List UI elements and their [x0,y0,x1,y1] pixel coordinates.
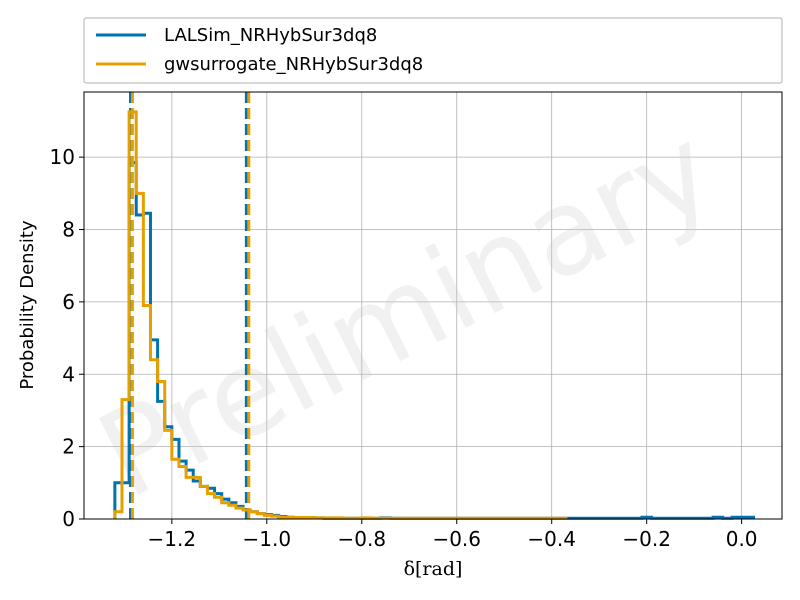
x-tick-label: −0.8 [337,527,386,551]
series-gwsurrogate [113,92,568,520]
x-tick-label: −0.4 [527,527,576,551]
y-tick-label: 4 [62,362,75,386]
grid [84,92,782,520]
y-tick-label: 8 [62,218,75,242]
y-tick-label: 0 [62,507,75,531]
y-axis: 0 2 4 6 8 10 [50,145,84,531]
legend: LALSim_NRHybSur3dq8 gwsurrogate_NRHybSur… [83,17,783,84]
x-tick-label: −0.6 [432,527,481,551]
legend-label-lalsim: LALSim_NRHybSur3dq8 [164,25,377,46]
x-tick-label: 0.0 [726,527,758,551]
x-tick-label: −1.0 [243,527,292,551]
x-axis-label: δ[rad] [404,558,463,580]
y-axis-label: Probability Density [17,220,38,390]
histogram-step-line [113,110,568,520]
y-tick-label: 10 [50,145,75,169]
plot-frame [83,91,783,520]
legend-label-gwsurrogate: gwsurrogate_NRHybSur3dq8 [164,54,423,75]
y-tick-label: 6 [62,290,75,314]
x-axis: −1.2 −1.0 −0.8 −0.6 −0.4 −0.2 0.0 [148,519,758,551]
legend-frame [83,17,783,84]
y-tick-label: 2 [62,435,75,459]
x-tick-label: −1.2 [148,527,197,551]
x-tick-label: −0.2 [622,527,671,551]
